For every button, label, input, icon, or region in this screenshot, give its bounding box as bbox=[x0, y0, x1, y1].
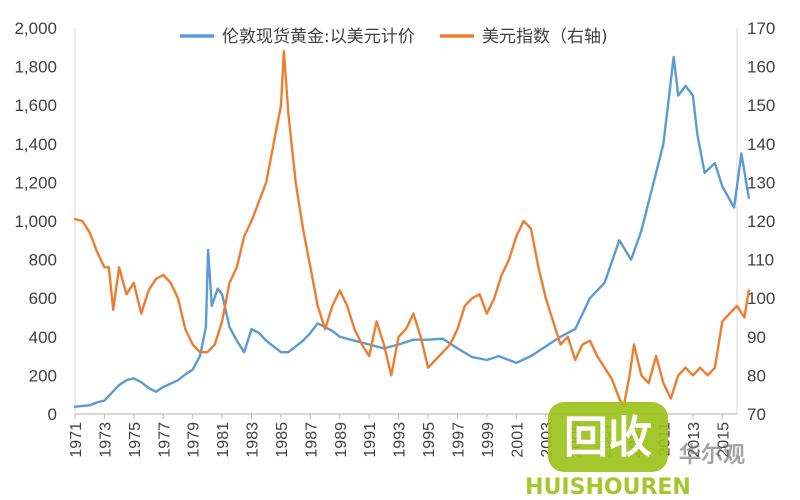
usd-index-line bbox=[73, 50, 750, 408]
x-tick-label: 1989 bbox=[333, 422, 350, 458]
left-y-tick-label: 400 bbox=[29, 328, 57, 347]
right-y-tick-label: 170 bbox=[747, 19, 775, 38]
left-y-tick-label: 2,000 bbox=[14, 19, 57, 38]
legend-label-usd-index: 美元指数（右轴) bbox=[482, 27, 608, 47]
right-y-tick-label: 160 bbox=[747, 58, 775, 77]
left-y-tick-label: 800 bbox=[29, 251, 57, 270]
x-tick-label: 1979 bbox=[186, 422, 203, 458]
x-tick-label: 1985 bbox=[274, 422, 291, 458]
right-y-tick-label: 150 bbox=[747, 96, 775, 115]
x-tick-label: 1977 bbox=[156, 422, 173, 458]
right-y-tick-label: 90 bbox=[747, 328, 766, 347]
x-tick-label: 1993 bbox=[392, 422, 409, 458]
watermark-badge bbox=[548, 402, 668, 472]
x-tick-label: 1983 bbox=[245, 422, 262, 458]
left-y-tick-label: 200 bbox=[29, 366, 57, 385]
left-y-tick-label: 1,800 bbox=[14, 58, 57, 77]
right-y-tick-label: 80 bbox=[747, 366, 766, 385]
right-y-tick-label: 130 bbox=[747, 173, 775, 192]
left-y-tick-label: 600 bbox=[29, 289, 57, 308]
x-tick-label: 1975 bbox=[127, 422, 144, 458]
watermark: 回收 华尔观 HUISHOUREN bbox=[525, 402, 745, 500]
left-y-tick-label: 1,000 bbox=[14, 212, 57, 231]
right-y-tick-label: 140 bbox=[747, 135, 775, 154]
x-tick-label: 1995 bbox=[421, 422, 438, 458]
left-y-tick-label: 1,400 bbox=[14, 135, 57, 154]
series-layer bbox=[73, 50, 750, 408]
right-y-axis: 70 80 90 100 110 120 130 140 150 160 170 bbox=[747, 19, 775, 424]
right-y-tick-label: 100 bbox=[747, 289, 775, 308]
x-tick-label: 1999 bbox=[480, 422, 497, 458]
x-tick-label: 2015 bbox=[715, 422, 732, 458]
x-tick-label: 1973 bbox=[97, 422, 114, 458]
right-y-tick-label: 70 bbox=[747, 405, 766, 424]
x-tick-label: 1997 bbox=[450, 422, 467, 458]
x-tick-label: 1991 bbox=[362, 422, 379, 458]
left-y-tick-label: 1,600 bbox=[14, 96, 57, 115]
gold-price-line bbox=[73, 55, 750, 408]
left-y-tick-label: 0 bbox=[48, 405, 57, 424]
left-y-tick-label: 1,200 bbox=[14, 173, 57, 192]
watermark-brand-cn: 华尔观 bbox=[679, 442, 745, 468]
right-y-tick-label: 120 bbox=[747, 212, 775, 231]
left-y-axis: 0 200 400 600 800 1,000 1,200 1,400 1,600 1,800 2,… bbox=[14, 19, 57, 424]
x-tick-label: 1971 bbox=[68, 422, 85, 458]
legend-label-gold: 伦敦现货黄金:以美元计价 bbox=[222, 27, 415, 47]
watermark-icon-text: 回收 bbox=[564, 412, 652, 463]
right-y-tick-label: 110 bbox=[747, 251, 774, 270]
x-tick-label: 2013 bbox=[686, 422, 703, 458]
x-tick-label: 1981 bbox=[215, 422, 232, 458]
x-tick-label: 2001 bbox=[509, 422, 526, 458]
watermark-brand-en: HUISHOUREN bbox=[525, 475, 691, 500]
x-tick-label: 1987 bbox=[303, 422, 320, 458]
legend: 伦敦现货黄金:以美元计价 美元指数（右轴) bbox=[180, 27, 608, 47]
